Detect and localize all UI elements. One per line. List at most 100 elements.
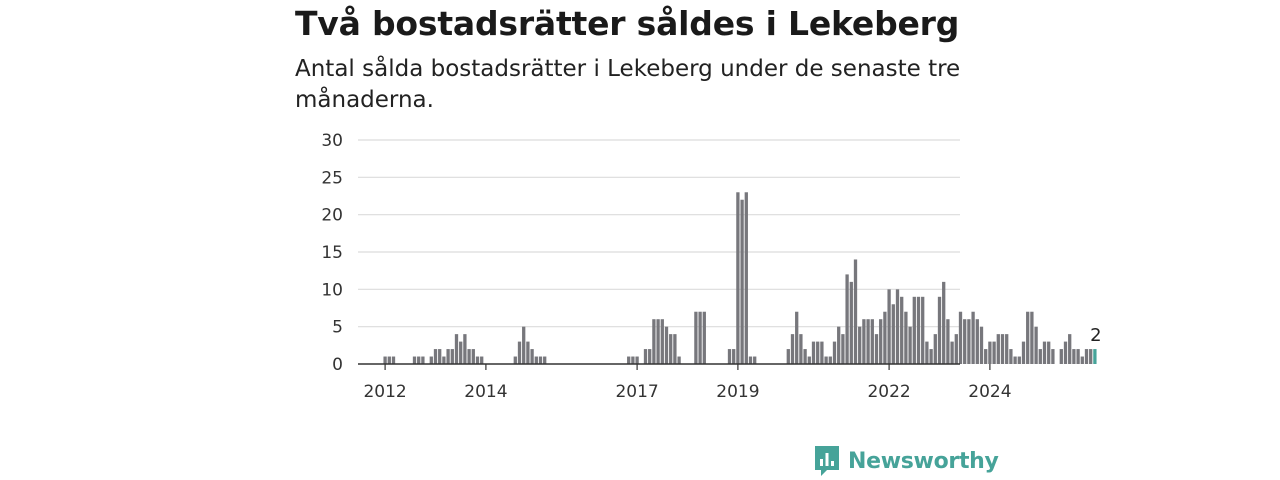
chart-subtitle: Antal sålda bostadsrätter i Lekeberg und…	[295, 56, 961, 113]
bar	[1013, 356, 1017, 364]
bar	[513, 356, 517, 364]
bar	[937, 296, 942, 364]
bar	[996, 334, 1000, 364]
bar-latest	[1093, 349, 1097, 364]
bar	[450, 349, 454, 364]
bar	[942, 281, 946, 364]
y-tick-label: 0	[332, 355, 343, 375]
bar	[740, 199, 744, 364]
bar	[887, 289, 891, 364]
y-tick-label: 5	[332, 318, 343, 338]
bar	[858, 326, 862, 364]
bar	[1038, 349, 1042, 364]
bar	[853, 259, 858, 364]
bar	[652, 319, 656, 364]
bar	[446, 349, 450, 364]
bar	[866, 319, 870, 364]
bar	[967, 319, 971, 364]
bar	[433, 349, 438, 364]
bar	[971, 311, 975, 364]
bar	[862, 319, 866, 364]
bar	[832, 341, 837, 364]
bars	[383, 192, 1097, 364]
y-tick-label: 10	[321, 280, 343, 300]
bar	[387, 356, 391, 364]
bar	[1080, 356, 1084, 364]
bar	[803, 349, 807, 364]
bar	[526, 341, 530, 364]
bar	[702, 311, 706, 364]
chart-title: Två bostadsrätter såldes i Lekeberg	[295, 4, 960, 43]
bar	[790, 334, 795, 364]
bar	[631, 356, 635, 364]
bar	[1042, 341, 1047, 364]
bar	[979, 326, 984, 364]
x-tick-label: 2022	[867, 382, 910, 402]
y-tick-label: 25	[321, 168, 343, 188]
bar	[1021, 341, 1026, 364]
bar	[786, 349, 790, 364]
bar	[820, 341, 824, 364]
bar	[984, 349, 988, 364]
bar	[958, 311, 963, 364]
bar	[988, 341, 992, 364]
bar	[916, 296, 921, 364]
bar	[459, 341, 463, 364]
bar	[1026, 311, 1030, 364]
bar	[1047, 341, 1051, 364]
bar	[417, 356, 421, 364]
bar	[648, 349, 652, 364]
bar	[635, 356, 639, 364]
newsworthy-logo-icon	[815, 446, 839, 476]
bar	[807, 356, 811, 364]
bar	[950, 341, 954, 364]
y-tick-label: 20	[321, 206, 343, 226]
bar	[538, 356, 543, 364]
bar	[929, 349, 933, 364]
bar	[1076, 349, 1080, 364]
bar	[643, 349, 648, 364]
bar	[732, 349, 736, 364]
bar	[677, 356, 681, 364]
bar	[1068, 334, 1072, 364]
bar	[1030, 311, 1034, 364]
y-tick-label: 15	[321, 243, 343, 263]
bar	[727, 349, 732, 364]
bar	[975, 319, 979, 364]
bar-chart: 0 5 10 15 20 25 30 2012 2014 2017 2019 2022 2024 2	[321, 131, 1101, 402]
bar	[1000, 334, 1005, 364]
bar	[795, 311, 799, 364]
bar	[454, 334, 459, 364]
bar	[694, 311, 698, 364]
bar	[543, 356, 547, 364]
bar	[954, 334, 958, 364]
bar	[744, 192, 748, 364]
bar	[933, 334, 937, 364]
bar	[383, 356, 387, 364]
x-tick-label: 2014	[464, 382, 507, 402]
bar	[442, 356, 446, 364]
gridlines	[358, 139, 960, 328]
bar	[480, 356, 484, 364]
x-tick-label: 2024	[968, 382, 1011, 402]
bar	[438, 349, 442, 364]
bar	[530, 349, 534, 364]
bar	[1034, 326, 1038, 364]
bar	[656, 319, 660, 364]
bar	[870, 319, 874, 364]
bar	[463, 334, 467, 364]
bar	[1063, 341, 1068, 364]
x-tick-label: 2019	[716, 382, 759, 402]
bar	[1072, 349, 1076, 364]
bar	[1005, 334, 1009, 364]
y-axis-ticks: 0 5 10 15 20 25 30	[321, 131, 343, 375]
bar	[992, 341, 996, 364]
bar	[391, 356, 396, 364]
bar	[748, 356, 753, 364]
bar	[1017, 356, 1021, 364]
bar	[908, 326, 912, 364]
bar	[1089, 349, 1093, 364]
bar	[900, 296, 904, 364]
bar	[522, 326, 526, 364]
bar	[837, 326, 841, 364]
